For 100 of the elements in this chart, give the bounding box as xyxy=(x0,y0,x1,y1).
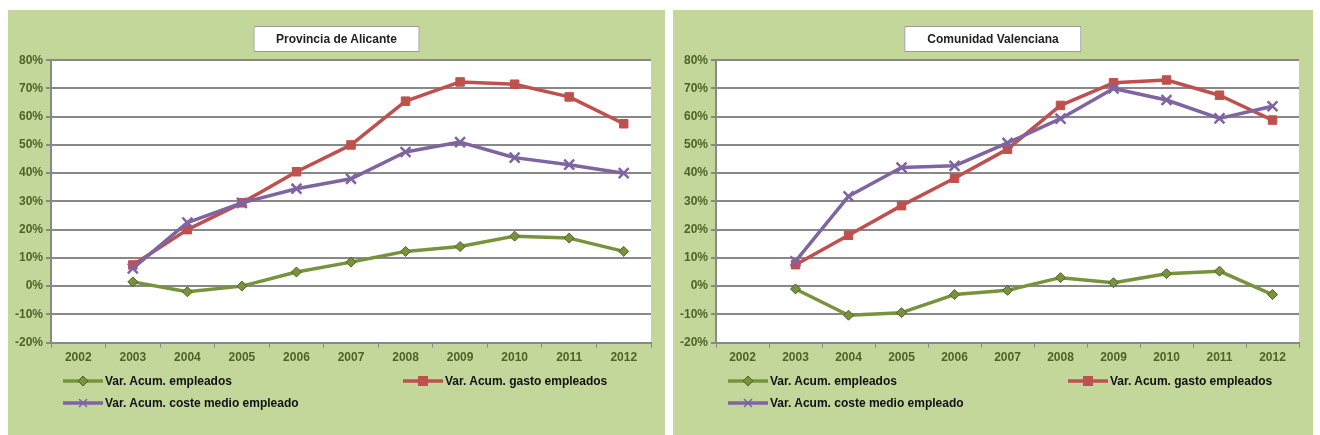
x-tick-label: 2006 xyxy=(941,350,969,365)
point xyxy=(949,173,960,183)
point xyxy=(509,79,520,89)
legend-label: Var. Acum. gasto empleados xyxy=(445,374,608,388)
x-tick-label: 2006 xyxy=(283,350,311,365)
x-tick-label: 2009 xyxy=(446,350,474,365)
point xyxy=(400,96,411,106)
x-tick-label: 2012 xyxy=(610,350,638,365)
point xyxy=(563,232,575,244)
point xyxy=(399,145,412,159)
x-tick-label: 2012 xyxy=(1259,350,1287,365)
y-tick-label: 70% xyxy=(18,80,44,95)
chart-title: Provincia de Alicante xyxy=(253,26,420,52)
point xyxy=(345,256,357,268)
y-tick-label: 70% xyxy=(683,80,709,95)
x-tick-label: 2002 xyxy=(64,350,92,365)
chart-title: Comunidad Valenciana xyxy=(904,26,1082,52)
point xyxy=(126,262,140,275)
point xyxy=(1002,284,1014,296)
x-tick-label: 2011 xyxy=(556,350,583,365)
y-tick-label: 80% xyxy=(683,52,709,67)
point xyxy=(1108,277,1119,289)
point xyxy=(1055,272,1067,284)
x-tick-label: 2008 xyxy=(1047,350,1075,365)
point xyxy=(1213,112,1226,125)
point xyxy=(181,216,194,229)
y-tick-label: 60% xyxy=(683,108,709,123)
point xyxy=(1160,93,1173,107)
point xyxy=(895,161,908,174)
legend-label: Var. Acum. gasto empleados xyxy=(1110,374,1273,388)
y-tick-label: 20% xyxy=(683,221,709,236)
point xyxy=(400,245,412,257)
point xyxy=(842,190,855,203)
point xyxy=(896,307,908,319)
point xyxy=(618,119,629,129)
y-tick-label: -10% xyxy=(680,306,709,321)
legend-label: Var. Acum. empleados xyxy=(770,374,897,388)
point xyxy=(181,286,193,298)
point xyxy=(896,200,907,211)
y-tick-label: 30% xyxy=(18,193,44,208)
x-tick-label: 2004 xyxy=(835,350,863,365)
point xyxy=(236,280,248,292)
x-tick-label: 2010 xyxy=(1153,350,1181,365)
point xyxy=(346,140,356,150)
legend-label: Var. Acum. coste medio empleado xyxy=(105,396,299,410)
point xyxy=(290,266,302,278)
x-tick-label: 2010 xyxy=(501,350,529,365)
x-tick-label: 2003 xyxy=(782,350,810,365)
legend-label: Var. Acum. empleados xyxy=(105,374,232,388)
x-tick-label: 2007 xyxy=(337,350,365,365)
y-tick-label: 40% xyxy=(18,165,44,180)
y-tick-label: 40% xyxy=(683,165,709,180)
x-tick-label: 2007 xyxy=(994,350,1022,365)
point xyxy=(790,283,802,295)
point xyxy=(454,241,466,253)
point xyxy=(843,230,854,241)
y-tick-label: -10% xyxy=(15,306,44,321)
x-tick-label: 2011 xyxy=(1206,350,1233,365)
point xyxy=(453,135,467,149)
x-tick-label: 2005 xyxy=(228,350,256,365)
y-tick-label: -20% xyxy=(680,334,709,349)
point xyxy=(617,166,630,180)
point xyxy=(1266,100,1279,113)
x-tick-label: 2005 xyxy=(888,350,916,365)
x-tick-label: 2002 xyxy=(729,350,757,365)
y-tick-label: 0% xyxy=(690,278,709,293)
point xyxy=(1055,100,1066,111)
point xyxy=(1161,268,1172,280)
point xyxy=(508,151,521,164)
y-tick-label: -20% xyxy=(15,334,44,349)
point xyxy=(291,167,302,177)
y-tick-label: 50% xyxy=(683,137,709,152)
y-tick-label: 20% xyxy=(18,221,44,236)
point xyxy=(127,276,139,288)
point xyxy=(1267,115,1278,125)
point xyxy=(562,158,576,171)
point xyxy=(949,289,961,301)
y-tick-label: 10% xyxy=(18,250,44,265)
point xyxy=(509,230,521,242)
point xyxy=(618,245,630,257)
y-tick-label: 10% xyxy=(683,250,709,265)
y-tick-label: 60% xyxy=(18,108,44,123)
point xyxy=(1267,289,1278,301)
point xyxy=(290,182,303,195)
point xyxy=(843,309,855,321)
y-tick-label: 30% xyxy=(683,193,709,208)
y-tick-label: 50% xyxy=(18,137,44,152)
point xyxy=(1054,112,1067,125)
point xyxy=(1214,90,1225,100)
point xyxy=(789,255,802,268)
point xyxy=(1001,136,1014,150)
point xyxy=(564,92,574,102)
point xyxy=(948,159,961,173)
x-tick-label: 2008 xyxy=(392,350,420,365)
y-tick-label: 0% xyxy=(25,278,44,293)
point xyxy=(1214,265,1225,277)
point xyxy=(455,77,465,87)
legend-label: Var. Acum. coste medio empleado xyxy=(770,396,964,410)
point xyxy=(1161,75,1172,85)
point xyxy=(344,172,358,186)
